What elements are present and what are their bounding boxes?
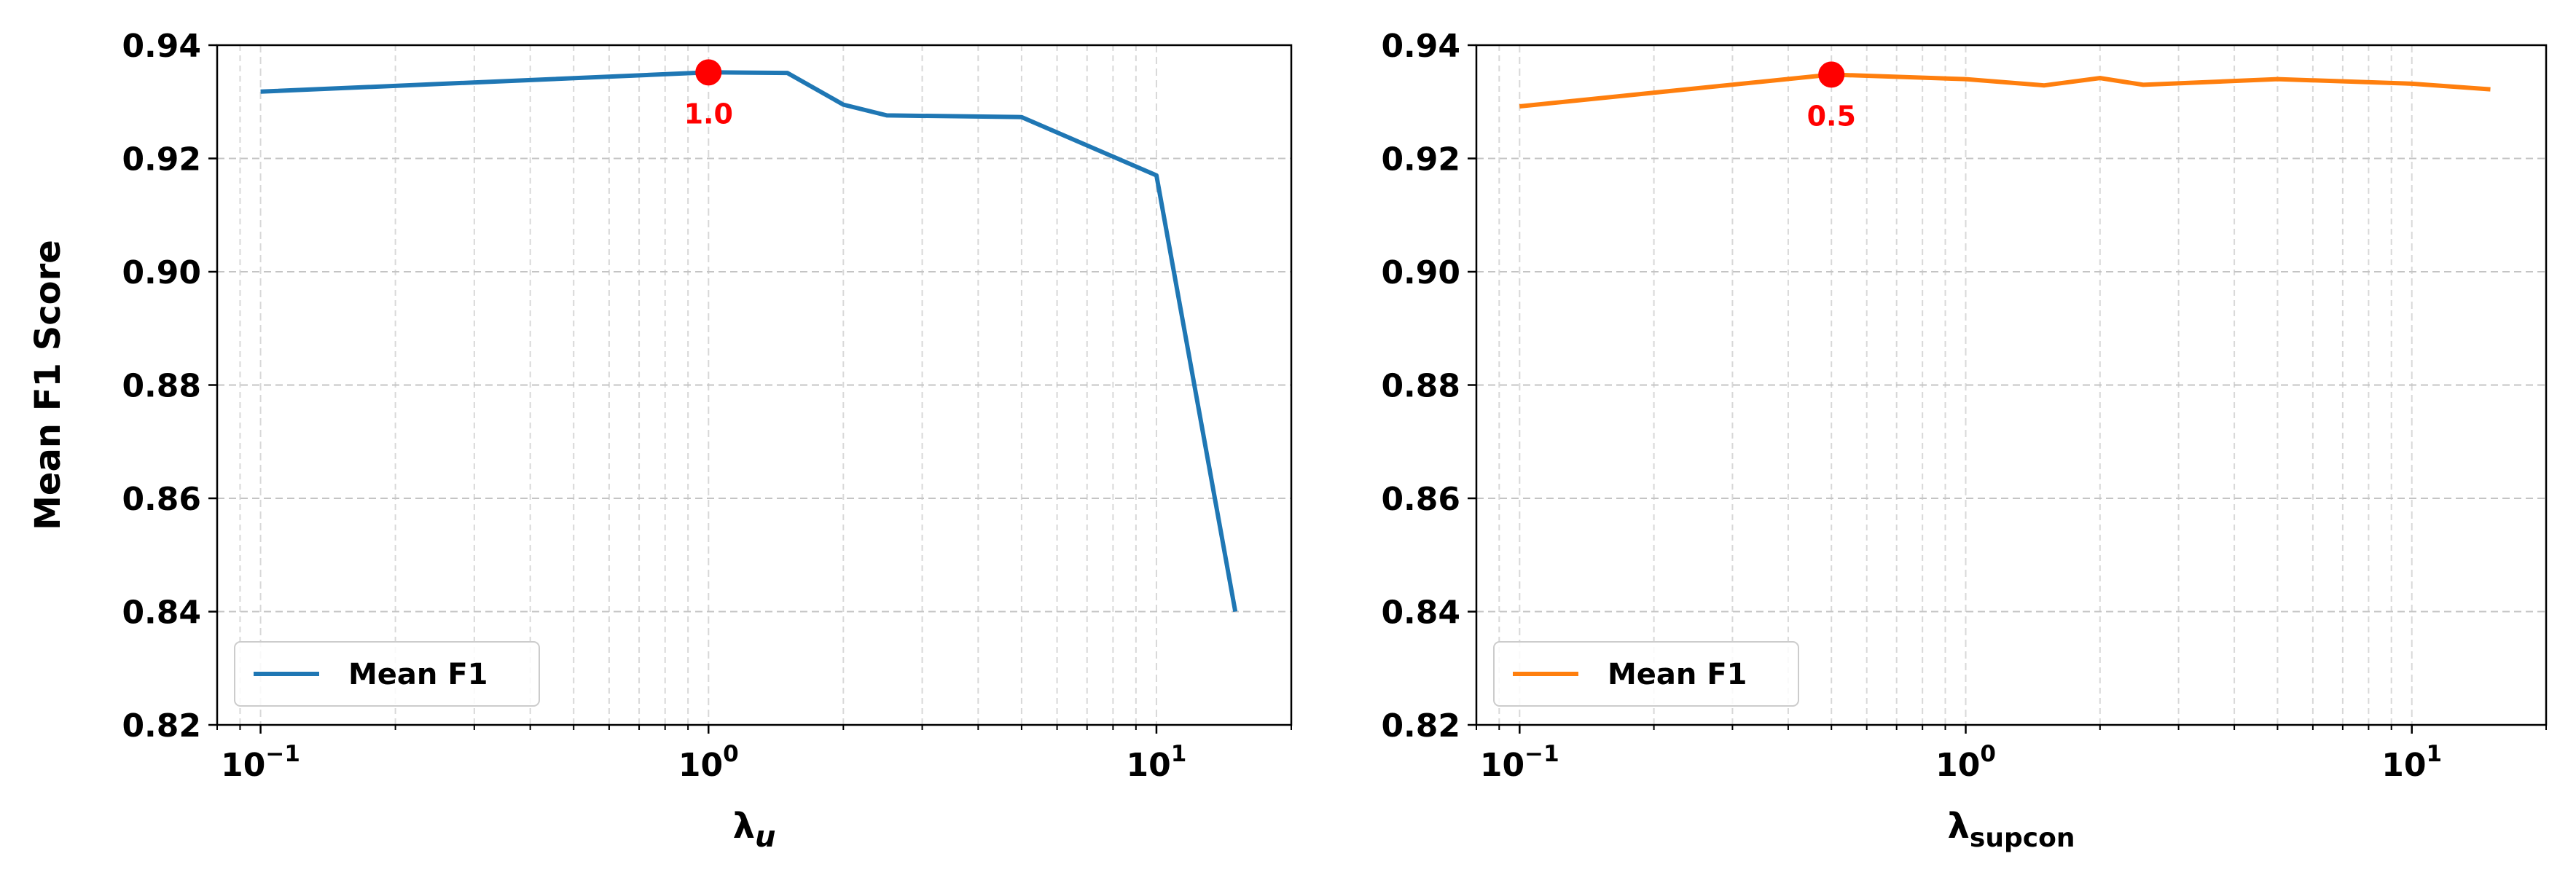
y-tick-label: 0.82 bbox=[122, 707, 201, 745]
legend-box bbox=[234, 641, 540, 707]
y-tick-label: 0.86 bbox=[1381, 481, 1460, 518]
y-tick-label: 0.94 bbox=[1381, 28, 1460, 65]
best-point-label: 1.0 bbox=[684, 98, 733, 130]
y-tick-label: 0.82 bbox=[1381, 707, 1460, 745]
x-tick-label: 101 bbox=[2381, 741, 2442, 784]
y-tick-label: 0.94 bbox=[122, 28, 201, 65]
y-tick-label: 0.92 bbox=[1381, 141, 1460, 178]
y-tick-label: 0.90 bbox=[1381, 254, 1460, 291]
grid bbox=[1476, 44, 2547, 726]
legend-box bbox=[1493, 641, 1799, 707]
y-tick-label: 0.88 bbox=[122, 368, 201, 405]
y-tick-label: 0.92 bbox=[122, 141, 201, 178]
legend-label: Mean F1 bbox=[1608, 658, 1747, 691]
grid bbox=[216, 44, 1292, 726]
series-line bbox=[260, 70, 1238, 613]
legend-label: Mean F1 bbox=[348, 658, 488, 691]
best-point-label: 0.5 bbox=[1807, 100, 1856, 132]
best-point-marker bbox=[1818, 61, 1845, 88]
x-tick-label: 100 bbox=[678, 741, 739, 784]
series-line bbox=[1519, 72, 2491, 109]
plot-frame bbox=[1475, 44, 2548, 726]
legend: Mean F1 bbox=[234, 641, 540, 707]
subplot-2: 0.82 0.84 0.86 0.88 0.90 0.92 0.94 10−1 100 101 λs… bbox=[1381, 28, 2548, 853]
y-axis-label: Mean F1 Score bbox=[28, 240, 68, 530]
x-tick-label: 101 bbox=[1127, 741, 1187, 784]
x-axis-label: λsupcon bbox=[1948, 806, 2075, 853]
subplot-1: 0.82 0.84 0.86 0.88 0.90 0.92 0.94 10−1 100 101 λu… bbox=[28, 28, 1293, 854]
y-tick-label: 0.90 bbox=[122, 254, 201, 291]
y-tick-label: 0.84 bbox=[1381, 594, 1460, 632]
x-tick-label: 10−1 bbox=[1480, 741, 1559, 784]
y-tick-label: 0.88 bbox=[1381, 368, 1460, 405]
x-axis-label: λu bbox=[733, 806, 776, 854]
y-tick-label: 0.84 bbox=[122, 594, 201, 632]
x-tick-label: 100 bbox=[1935, 741, 1996, 784]
y-tick-label: 0.86 bbox=[122, 481, 201, 518]
x-tick-label: 10−1 bbox=[221, 741, 300, 784]
best-point-marker bbox=[695, 59, 722, 86]
legend: Mean F1 bbox=[1493, 641, 1799, 707]
